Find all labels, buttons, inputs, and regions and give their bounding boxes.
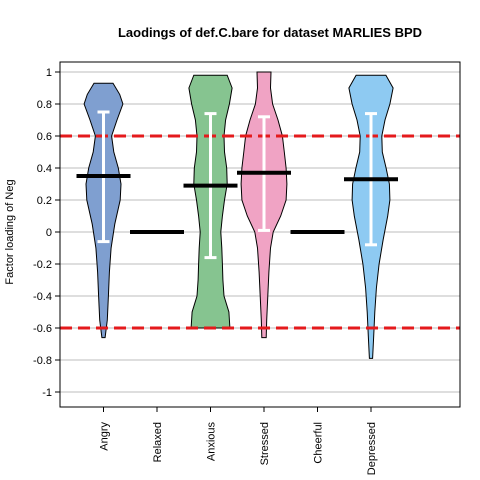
x-tick-label: Anxious	[206, 422, 218, 462]
x-tick-label: Relaxed	[152, 422, 164, 462]
y-tick-label: -0.2	[33, 259, 52, 271]
reference-lines	[60, 134, 460, 330]
y-tick-label: 0.4	[37, 163, 52, 175]
y-axis-label: Factor loading of Neg	[4, 179, 16, 284]
x-tick-label: Angry	[99, 422, 111, 451]
x-tick-label: Depressed	[366, 422, 378, 475]
y-tick-label: 0.2	[37, 195, 52, 207]
mean-lines	[76, 170, 398, 234]
x-tick-label: Cheerful	[313, 422, 325, 464]
y-tick-label: -1	[42, 387, 52, 399]
violins	[83, 71, 394, 359]
y-tick-label: 0	[46, 227, 52, 239]
y-axis: 1 0.8 0.6 0.4 0.2 0 -0.2 -0.4 -0.6 -0.8 -1	[33, 67, 60, 399]
y-tick-label: 0.6	[37, 131, 52, 143]
y-tick-label: 1	[46, 67, 52, 79]
y-tick-label: -0.6	[33, 323, 52, 335]
y-tick-label: -0.8	[33, 355, 52, 367]
x-tick-label: Stressed	[259, 422, 271, 465]
plot-frame	[59, 61, 461, 408]
y-tick-label: -0.4	[33, 291, 52, 303]
chart-title: Laodings of def.C.bare for dataset MARLI…	[118, 25, 422, 40]
x-axis: Angry Relaxed Anxious Stressed Cheerful Depre…	[99, 407, 378, 475]
y-tick-label: 0.8	[37, 99, 52, 111]
